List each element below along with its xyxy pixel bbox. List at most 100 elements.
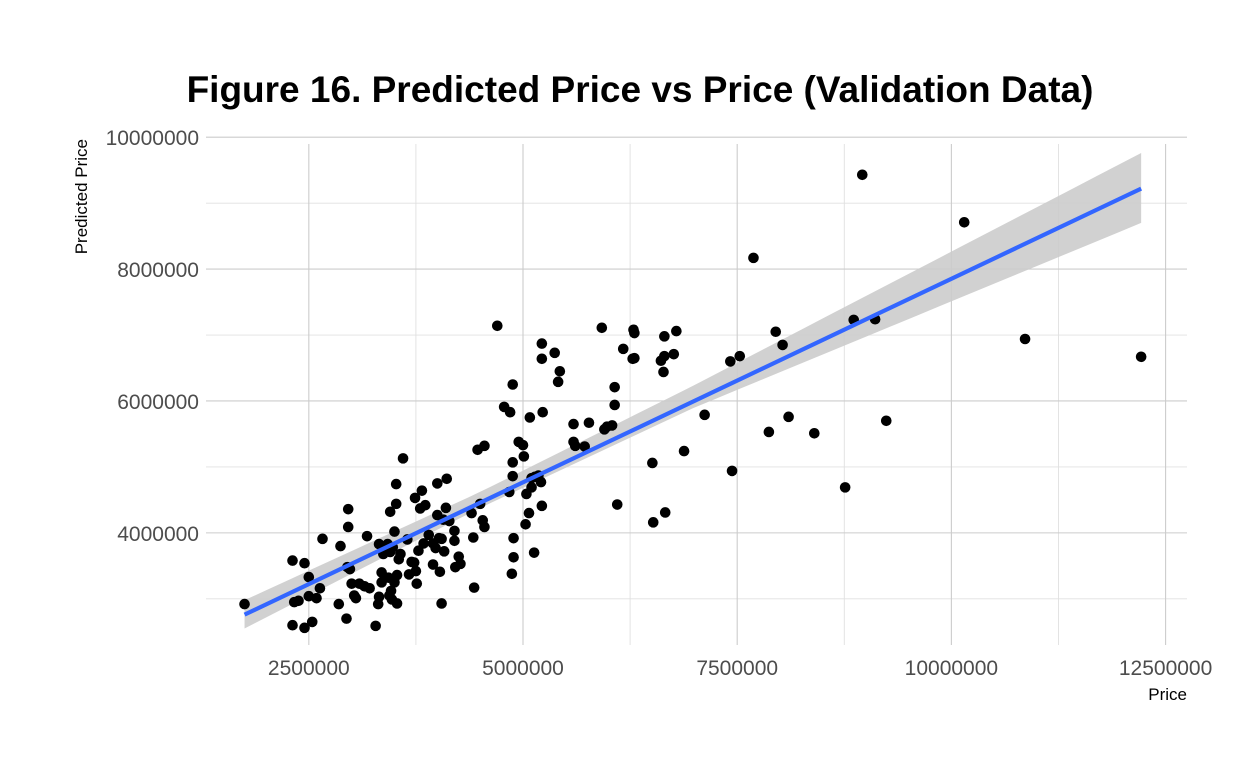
data-point xyxy=(449,525,460,537)
data-point xyxy=(342,503,354,515)
data-point xyxy=(361,530,373,542)
data-point xyxy=(726,465,738,477)
data-point xyxy=(536,338,548,349)
data-point xyxy=(391,598,403,609)
data-point xyxy=(880,415,892,427)
data-point xyxy=(647,517,659,528)
data-point xyxy=(1135,351,1147,363)
data-point xyxy=(440,502,452,514)
data-point xyxy=(856,169,868,181)
data-point xyxy=(390,498,402,510)
data-point xyxy=(609,381,620,393)
data-point xyxy=(397,453,409,464)
data-point xyxy=(659,507,671,518)
data-point xyxy=(809,428,820,439)
data-point xyxy=(518,451,530,462)
data-point xyxy=(725,356,736,367)
y-tick-label: 8000000 xyxy=(117,259,199,282)
data-point xyxy=(391,569,403,581)
data-point xyxy=(504,406,516,418)
data-point xyxy=(346,578,357,589)
data-point xyxy=(479,521,490,533)
data-point xyxy=(671,325,682,337)
data-point xyxy=(507,470,519,482)
data-point xyxy=(536,353,548,365)
data-point xyxy=(455,558,466,570)
data-point xyxy=(293,595,304,607)
data-point xyxy=(449,535,460,547)
data-point xyxy=(395,548,406,560)
data-point xyxy=(506,568,518,580)
data-point xyxy=(783,411,794,423)
x-axis-ticks: 2500000 5000000 7500000 10000000 12500000 xyxy=(268,657,1212,680)
data-point xyxy=(520,519,531,530)
data-point xyxy=(579,441,590,452)
data-point xyxy=(668,348,680,360)
x-tick-label: 12500000 xyxy=(1119,657,1212,680)
data-point xyxy=(335,540,346,552)
data-point xyxy=(390,478,402,490)
data-point xyxy=(1019,333,1031,345)
data-point xyxy=(523,507,535,519)
confidence-ribbon xyxy=(244,153,1142,629)
data-point xyxy=(306,616,318,628)
data-point xyxy=(596,322,608,334)
data-point xyxy=(568,418,579,430)
y-axis-label: Predicted Price xyxy=(72,139,91,254)
data-point xyxy=(734,350,746,362)
data-point xyxy=(777,339,788,351)
y-tick-label: 6000000 xyxy=(117,391,199,414)
data-point xyxy=(617,343,629,355)
regression-line xyxy=(243,186,1143,617)
data-point xyxy=(839,482,851,493)
data-point xyxy=(317,533,328,545)
data-point xyxy=(303,571,315,583)
data-point xyxy=(524,412,536,423)
data-point xyxy=(438,546,450,557)
data-point xyxy=(535,476,547,488)
data-point xyxy=(537,406,549,418)
x-tick-label: 7500000 xyxy=(696,657,778,680)
data-point xyxy=(299,622,310,634)
data-point xyxy=(314,582,326,594)
data-point xyxy=(410,565,422,577)
data-point xyxy=(629,352,640,364)
data-point xyxy=(647,457,658,469)
data-point xyxy=(409,492,421,504)
data-point xyxy=(659,331,670,342)
data-point xyxy=(536,500,548,512)
data-point xyxy=(418,538,429,549)
data-point xyxy=(350,592,362,604)
data-point xyxy=(311,592,322,604)
data-point xyxy=(341,613,352,624)
data-point xyxy=(420,499,431,511)
data-point xyxy=(299,557,310,569)
data-point xyxy=(468,532,479,543)
data-point xyxy=(507,379,519,390)
data-point xyxy=(333,598,345,610)
y-tick-label: 4000000 xyxy=(117,523,199,546)
data-point xyxy=(699,409,710,421)
data-point xyxy=(389,526,400,537)
data-point xyxy=(364,582,375,594)
data-point xyxy=(385,585,397,597)
data-point xyxy=(408,557,420,568)
data-point xyxy=(287,619,298,631)
data-point xyxy=(423,529,435,541)
data-point xyxy=(629,327,640,339)
data-point xyxy=(427,559,439,570)
data-point xyxy=(370,620,381,632)
data-point xyxy=(411,578,423,589)
data-points xyxy=(239,169,1147,634)
chart-title: Figure 16. Predicted Price vs Price (Val… xyxy=(187,69,1094,110)
data-point xyxy=(554,366,566,377)
data-point xyxy=(479,440,490,452)
data-point xyxy=(507,457,519,468)
data-point xyxy=(239,598,250,610)
data-point xyxy=(517,439,529,451)
y-tick-label: 10000000 xyxy=(106,127,199,150)
data-point xyxy=(492,320,503,332)
data-point xyxy=(416,485,428,496)
data-point xyxy=(373,591,385,603)
data-point xyxy=(958,216,970,228)
